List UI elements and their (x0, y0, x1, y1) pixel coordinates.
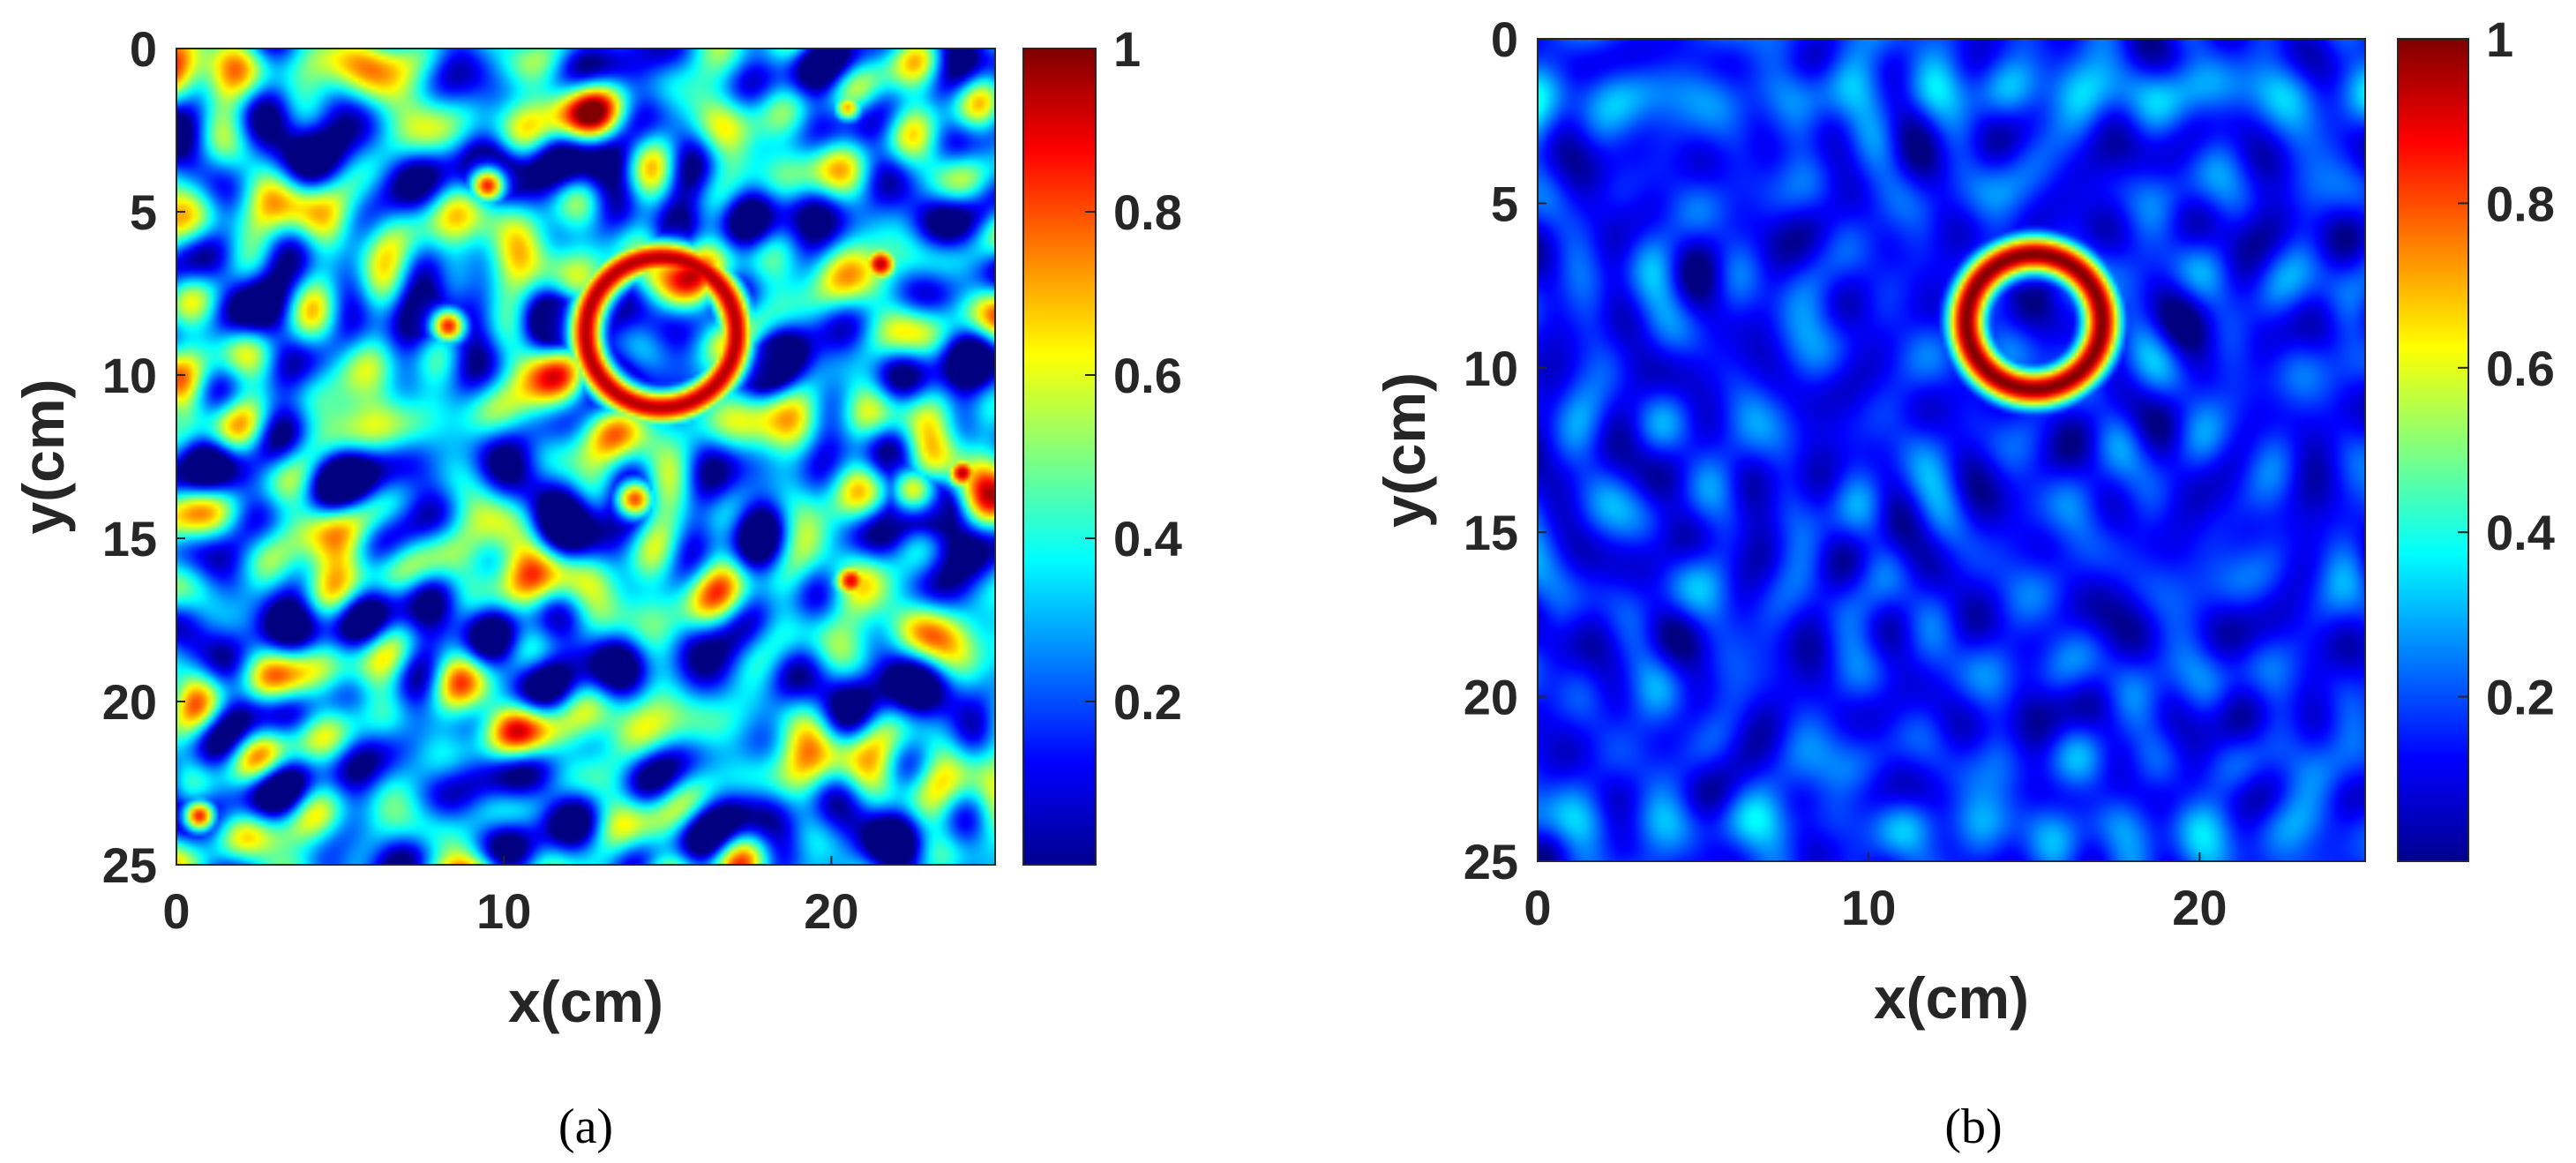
colorbar-tick-label: 1 (2486, 11, 2513, 67)
y-tick-label: 15 (1464, 505, 1518, 560)
colorbar-tick-label: 0.8 (2486, 176, 2555, 231)
panel-caption: (a) (558, 1099, 613, 1154)
y-tick-label: 10 (102, 348, 157, 403)
heatmap-image (176, 49, 995, 865)
y-tick-label: 25 (102, 837, 157, 893)
colorbar-tick-label: 0.6 (2486, 341, 2555, 396)
colorbar-tick-label: 0.4 (2486, 505, 2555, 560)
x-tick-label: 10 (476, 883, 531, 939)
colorbar-tick-label: 0.4 (1113, 511, 1182, 566)
heatmap-panel-b: 0 10 20 0 5 10 15 20 25 x(cm) y(cm) 1 0.8 0.6 0.4 0.2 (b… (1372, 11, 2555, 1154)
x-axis-label: x(cm) (508, 969, 663, 1034)
y-tick-label: 15 (102, 511, 157, 566)
x-tick-label: 0 (162, 883, 190, 939)
colorbar-tick-label: 1 (1113, 21, 1141, 77)
panel-caption: (b) (1944, 1099, 2002, 1154)
y-tick-label: 10 (1464, 341, 1518, 396)
y-tick-label: 25 (1464, 834, 1518, 889)
x-axis-label: x(cm) (1874, 965, 2029, 1031)
y-tick-label: 0 (1491, 11, 1518, 67)
y-tick-label: 0 (130, 21, 157, 77)
y-tick-label: 20 (1464, 670, 1518, 725)
y-axis-label: y(cm) (11, 379, 76, 534)
plot-frame (1537, 38, 2366, 862)
heatmap-panel-a: 0 10 20 0 5 10 15 20 25 x(cm) y(cm) 1 0.8 0.6 0.4 0.2 (a… (11, 21, 1182, 1154)
y-axis-label: y(cm) (1372, 372, 1437, 528)
x-tick-label: 10 (1841, 880, 1896, 935)
colorbar-tick-label: 0.6 (1113, 348, 1182, 403)
colorbar (2397, 38, 2469, 862)
colorbar-tick-label: 0.8 (1113, 184, 1182, 240)
colorbar-tick-label: 0.2 (1113, 674, 1182, 730)
x-tick-label: 20 (2172, 880, 2227, 935)
y-tick-label: 5 (1491, 176, 1518, 231)
heatmap-image (1538, 39, 2365, 861)
y-tick-label: 20 (102, 674, 157, 730)
plot-frame (176, 48, 996, 866)
colorbar (1022, 48, 1097, 866)
y-tick-label: 5 (130, 184, 157, 240)
x-tick-label: 20 (804, 883, 858, 939)
x-tick-label: 0 (1524, 880, 1551, 935)
colorbar-tick-label: 0.2 (2486, 670, 2555, 725)
